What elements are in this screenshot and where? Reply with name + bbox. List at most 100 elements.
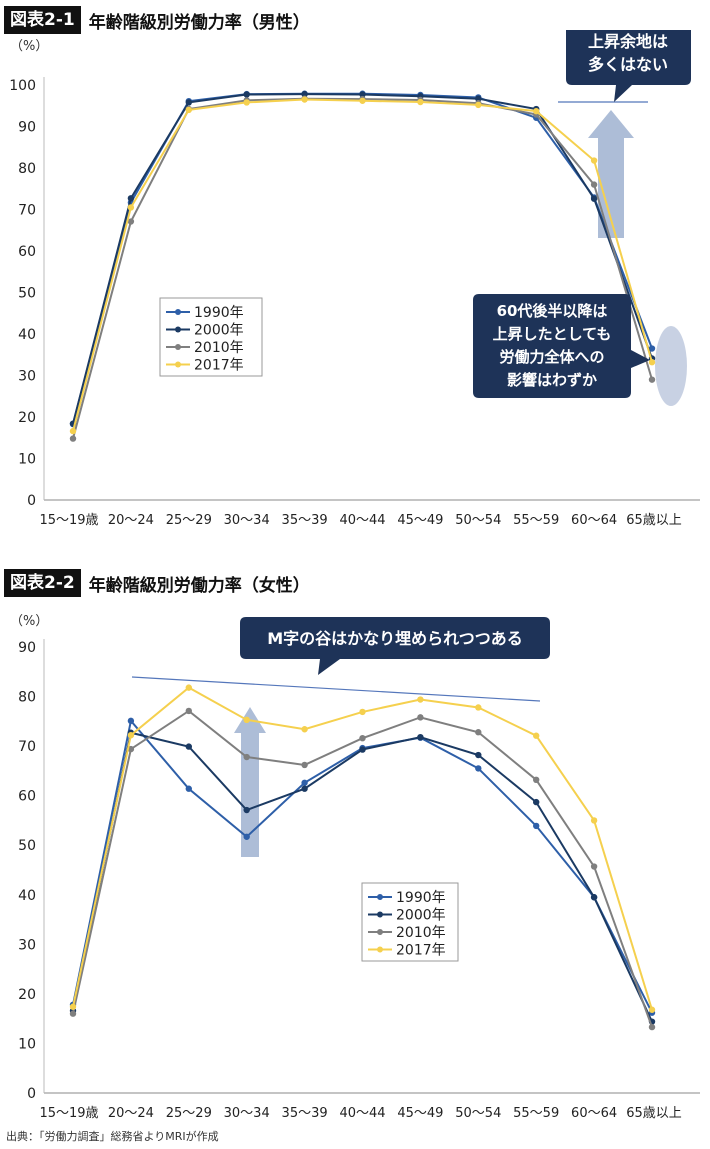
chart-badge: 図表2-2 [4, 569, 81, 597]
callout-box [473, 294, 650, 398]
series-line [72, 709, 653, 1028]
callout-text: 上昇したとしても [493, 325, 612, 343]
y-tick-label: 80 [18, 690, 36, 706]
data-point [590, 157, 598, 164]
legend-label: 2000年 [396, 908, 446, 924]
data-point [301, 96, 308, 103]
female-labor-chart: （%） 0 10 20 30 40 50 60 70 80 90 15〜19歳 20〜24 25〜29 30… [10, 614, 700, 1121]
x-tick-label: 25〜29 [166, 1106, 212, 1121]
x-tick-label: 65歳以上 [626, 1106, 682, 1121]
data-point [475, 101, 482, 109]
legend-swatch-dot [377, 911, 383, 918]
x-tick-label: 60〜64 [571, 513, 617, 528]
data-point [301, 779, 308, 786]
data-point [127, 195, 135, 202]
chart-title: 年齢階級別労働力率（女性） [88, 575, 310, 596]
y-tick-label: 100 [9, 78, 36, 94]
legend-label: 2010年 [194, 340, 244, 356]
data-point [243, 806, 250, 814]
data-point [301, 785, 308, 792]
data-point [590, 863, 598, 870]
callout-box [240, 617, 550, 675]
data-point [185, 106, 192, 114]
legend-label: 1990年 [194, 305, 244, 321]
legend-swatch-dot [175, 344, 181, 350]
legend-swatch-dot [175, 326, 181, 333]
y-tick-label: 80 [18, 161, 36, 177]
data-point [533, 798, 540, 806]
legend-swatch-dot [377, 929, 383, 935]
highlight-ellipse [655, 326, 687, 406]
callout-text: 60代後半以降は [497, 302, 608, 320]
data-point [648, 1006, 656, 1013]
y-tick-label: 50 [18, 838, 36, 854]
chart-title: 年齢階級別労働力率（男性） [88, 12, 310, 33]
x-tick-label: 50〜54 [455, 1106, 501, 1121]
legend-swatch-dot [175, 309, 181, 315]
y-tick-label: 40 [18, 888, 36, 904]
data-point [69, 427, 77, 435]
y-tick-label: 70 [18, 739, 36, 755]
x-tick-label: 30〜34 [224, 513, 270, 528]
data-point [185, 684, 192, 691]
x-tick-label: 55〜59 [513, 513, 559, 528]
x-tick-label: 55〜59 [513, 1106, 559, 1121]
data-point [417, 733, 424, 741]
chart-section-female: 図表2-2 年齢階級別労働力率（女性） （%） 0 10 20 30 40 50 60 70 80… [0, 565, 710, 1125]
data-point [648, 1023, 656, 1031]
x-tick-label: 20〜24 [108, 513, 154, 528]
callout-text: 労働力全体への [499, 348, 604, 366]
x-tick-label: 30〜34 [224, 1106, 270, 1121]
data-point [648, 359, 656, 366]
y-tick-label: 50 [18, 286, 36, 302]
y-tick-label: 40 [18, 327, 36, 343]
data-point [127, 732, 135, 739]
data-point [359, 91, 366, 98]
x-tick-label: 35〜39 [282, 513, 328, 528]
chart-badge: 図表2-1 [4, 6, 81, 34]
x-tick-label: 45〜49 [397, 513, 443, 528]
callout-box [566, 30, 691, 102]
data-point [359, 708, 366, 716]
legend-label: 2000年 [194, 323, 244, 339]
y-tick-label: 60 [18, 244, 36, 260]
y-tick-label: 90 [18, 640, 36, 656]
data-point [301, 90, 308, 98]
chart-header-male: 図表2-1 年齢階級別労働力率（男性） [4, 5, 310, 35]
legend-label: 2010年 [396, 925, 446, 941]
data-point [359, 734, 366, 742]
data-point [417, 696, 424, 703]
data-point [590, 894, 598, 901]
legend-swatch-dot [377, 946, 383, 953]
y-tick-label: 0 [27, 493, 36, 509]
data-point [301, 726, 308, 733]
x-tick-label: 60〜64 [571, 1106, 617, 1121]
data-point [475, 765, 482, 772]
data-point [533, 732, 540, 739]
y-tick-label: 0 [27, 1086, 36, 1102]
legend-swatch-dot [377, 894, 383, 900]
y-tick-label: 90 [18, 120, 36, 136]
x-tick-label: 40〜44 [339, 513, 385, 528]
data-point [69, 435, 77, 442]
series-2017年 [69, 684, 656, 1013]
data-point [185, 707, 192, 715]
series-line [72, 731, 653, 1023]
chart-section-male: 図表2-1 年齢階級別労働力率（男性） （%） 0 10 20 30 40 50 60 70 80… [0, 0, 710, 560]
data-point [127, 204, 135, 211]
data-point [475, 95, 482, 102]
y-tick-label: 10 [18, 1036, 36, 1052]
x-tick-label: 25〜29 [166, 513, 212, 528]
data-point [301, 761, 308, 769]
data-point [243, 716, 250, 724]
x-tick-label: 15〜19歳 [39, 513, 98, 528]
male-labor-chart: （%） 0 10 20 30 40 50 60 70 80 90 100 15〜19歳 20〜24 25〜2… [9, 30, 700, 528]
data-point [243, 833, 250, 840]
callout-text: 上昇余地は [588, 32, 668, 51]
data-point [127, 717, 135, 725]
data-point [475, 729, 482, 736]
data-point [590, 195, 598, 202]
trend-line [131, 676, 541, 702]
data-point [185, 743, 192, 750]
